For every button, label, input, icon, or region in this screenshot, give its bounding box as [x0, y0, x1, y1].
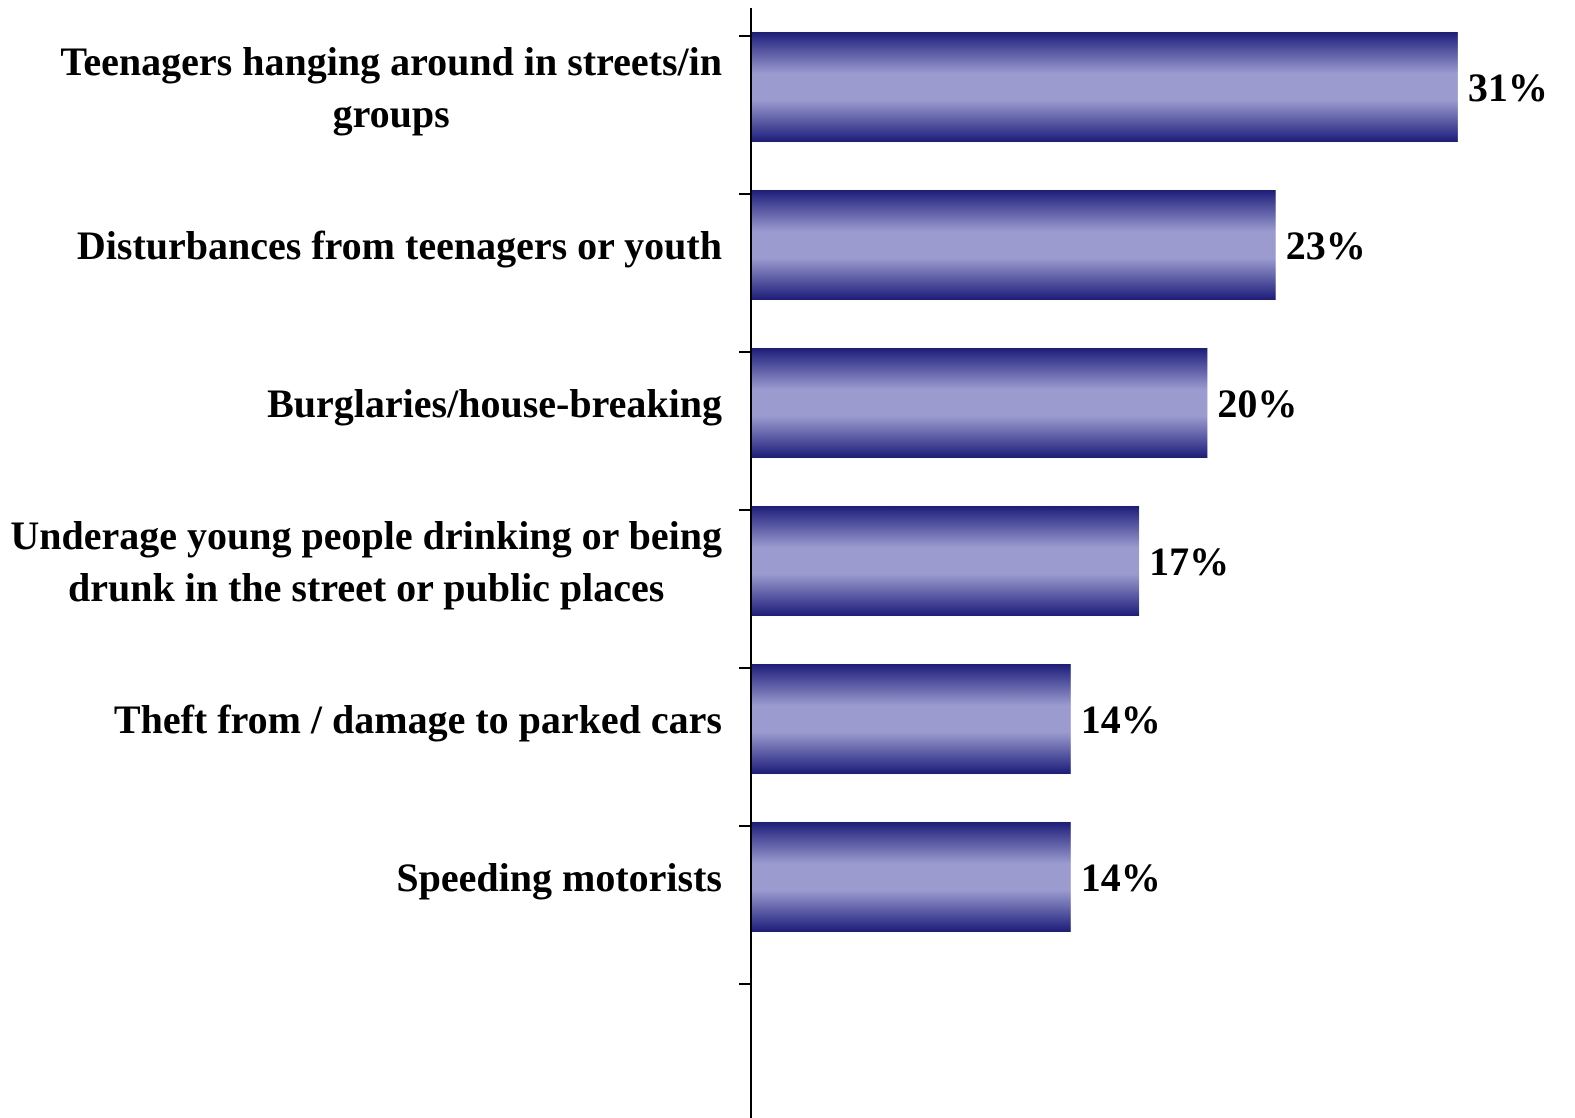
data-label: 31% [1468, 65, 1548, 110]
category-label: Burglaries/house-breaking [267, 381, 722, 426]
category-label-line: Theft from / damage to parked cars [114, 697, 722, 742]
bar [752, 348, 1208, 458]
category-labels: Teenagers hanging around in streets/in gr… [10, 39, 722, 900]
bar [752, 822, 1071, 932]
data-label: 17% [1149, 539, 1229, 584]
category-label-line: Burglaries/house-breaking [267, 381, 722, 426]
data-label: 20% [1217, 381, 1297, 426]
category-label: Theft from / damage to parked cars [114, 697, 722, 742]
bar [752, 664, 1071, 774]
data-label: 14% [1081, 855, 1161, 900]
category-label-line: drunk in the street or public places [68, 565, 664, 610]
category-label: Teenagers hanging around in streets/in gr… [60, 39, 722, 136]
category-label-line: groups [333, 91, 450, 136]
category-label: Underage young people drinking or being d… [10, 513, 722, 610]
category-label-line: Disturbances from teenagers or youth [77, 223, 722, 268]
category-label-line: Speeding motorists [396, 855, 722, 900]
category-label: Speeding motorists [396, 855, 722, 900]
y-axis [739, 8, 752, 1118]
category-label-line: Underage young people drinking or being [10, 513, 722, 558]
data-label: 14% [1081, 697, 1161, 742]
bar [752, 190, 1276, 300]
category-label-line: Teenagers hanging around in streets/in [60, 39, 722, 84]
bars [752, 32, 1458, 932]
bar [752, 32, 1458, 142]
data-label: 23% [1286, 223, 1366, 268]
bar [752, 506, 1140, 616]
category-label: Disturbances from teenagers or youth [77, 223, 722, 268]
value-labels: 31% 23% 20% 17% 14% 14% [1081, 65, 1548, 900]
